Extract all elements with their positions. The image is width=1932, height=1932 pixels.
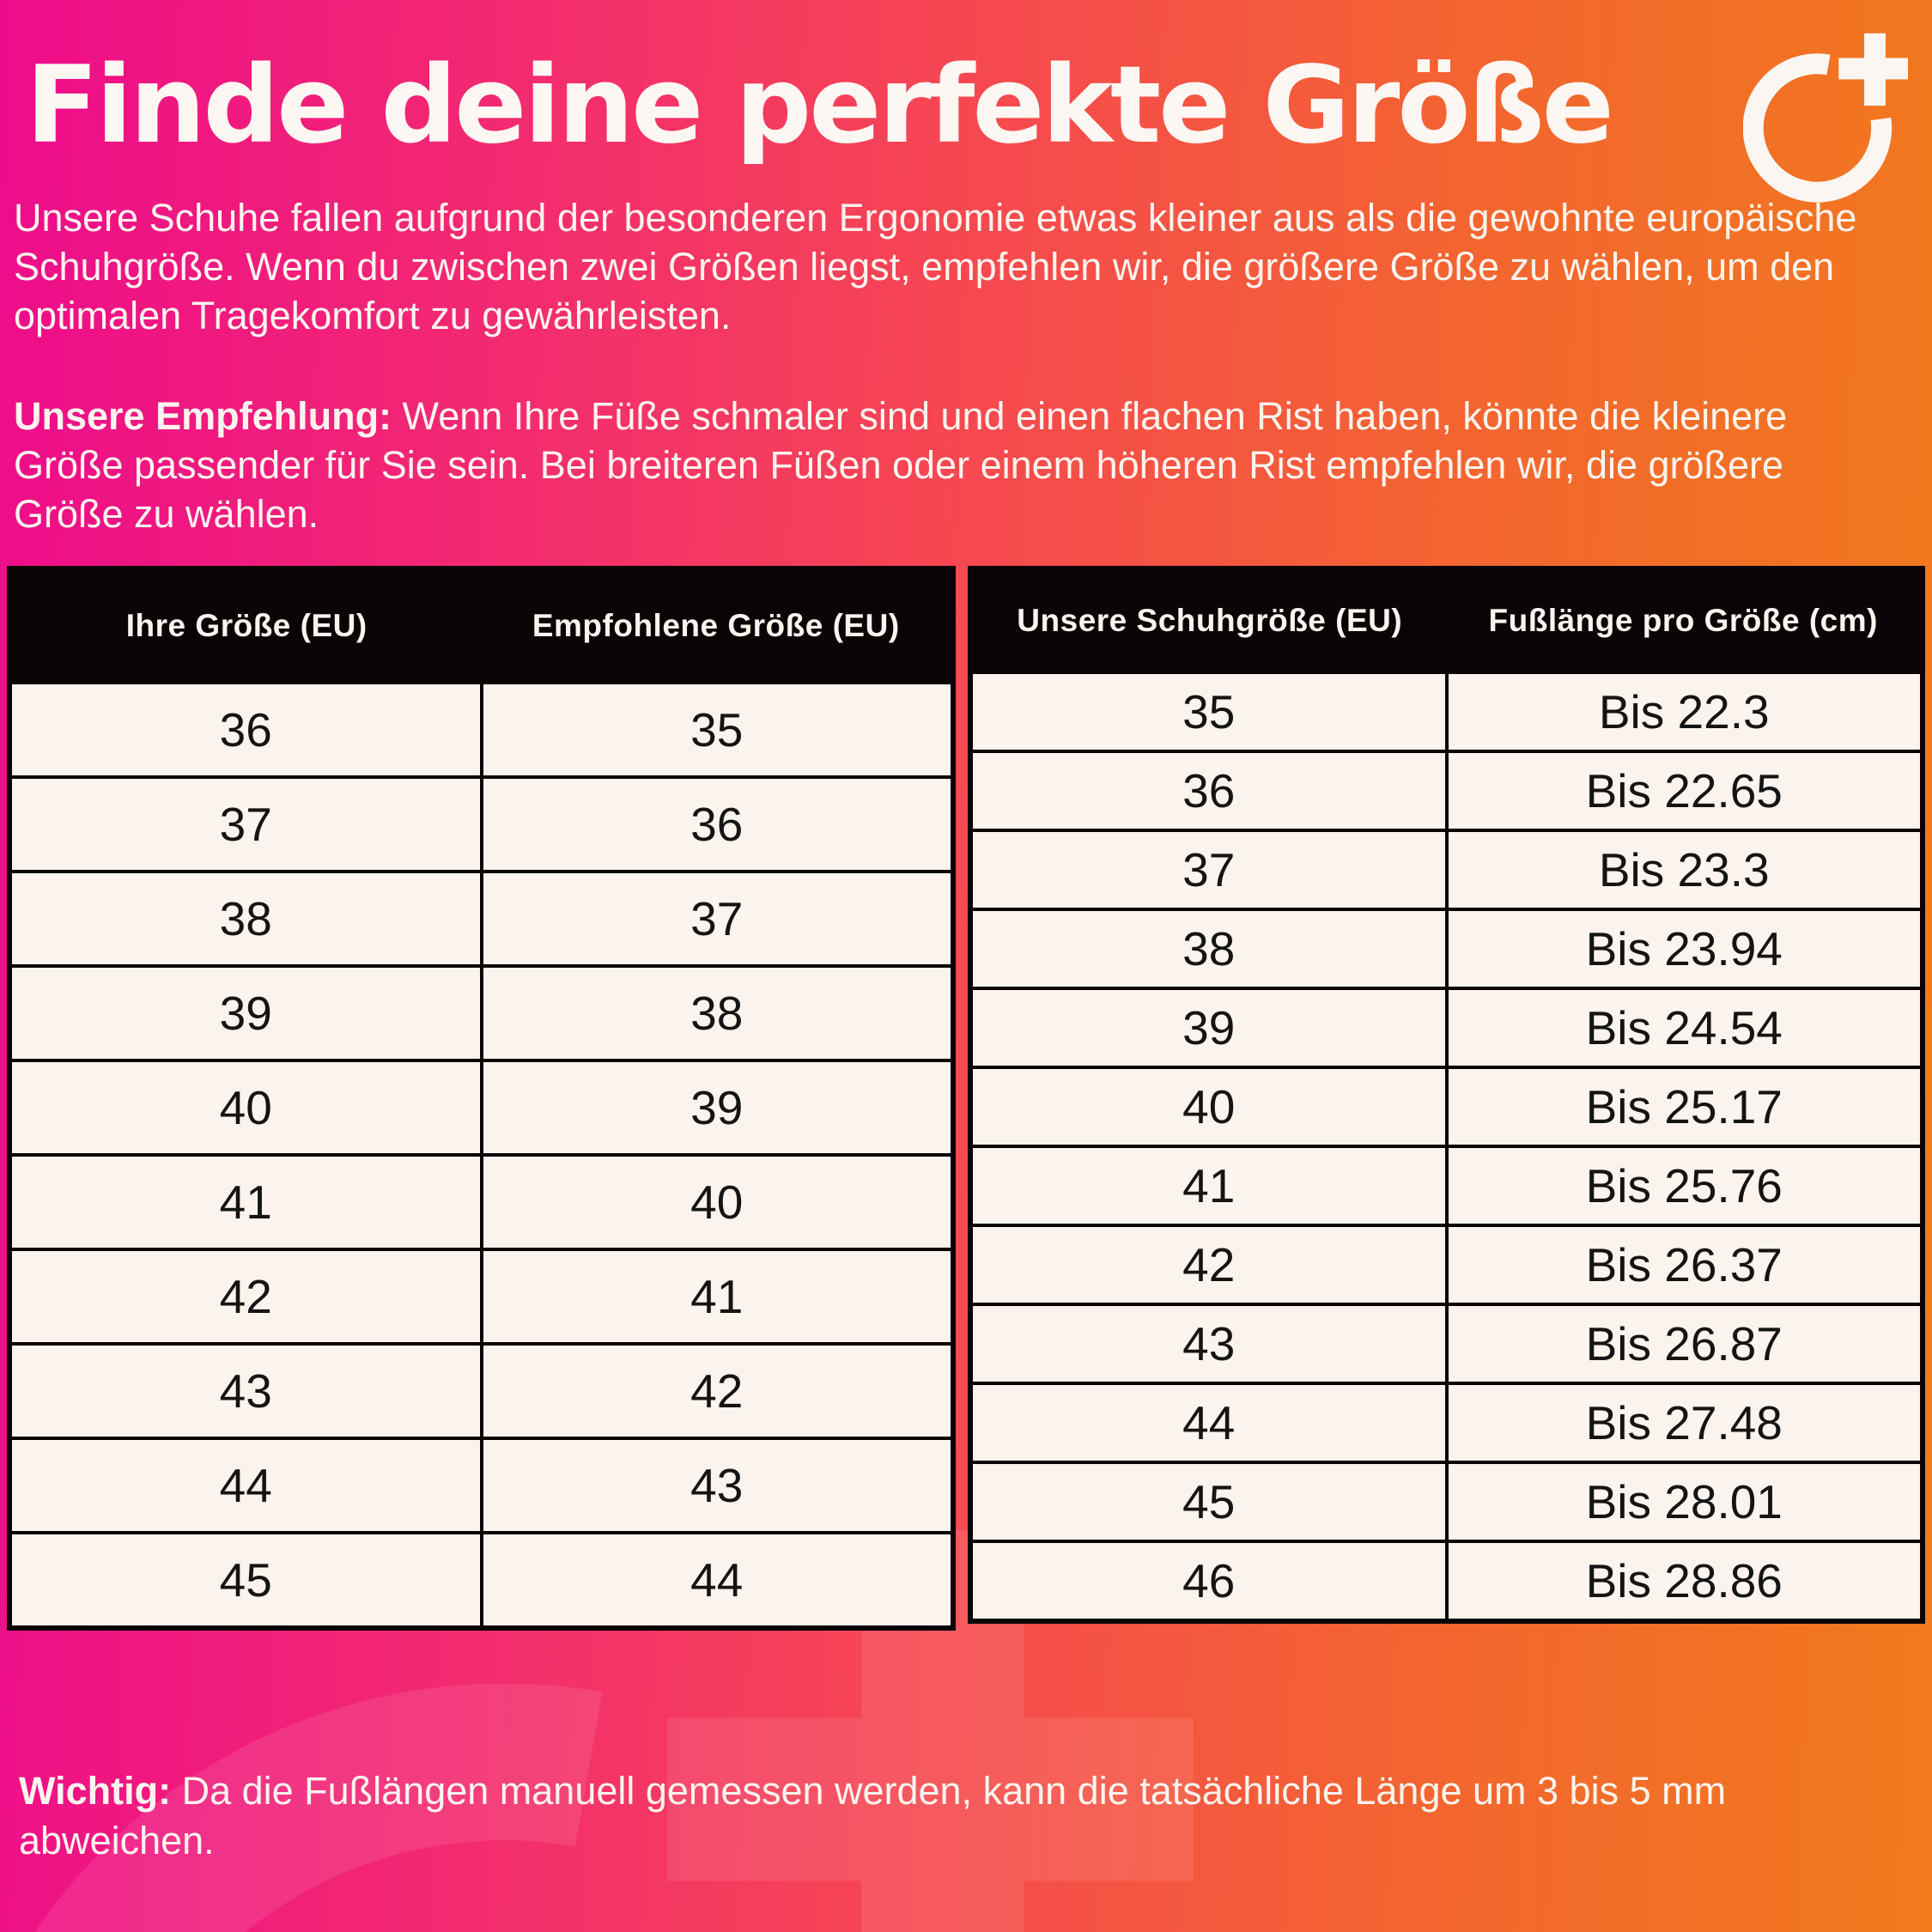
tables-section: Ihre Größe (EU) Empfohlene Größe (EU) 36… [0, 566, 1932, 1631]
table-row: 38 37 [8, 870, 955, 969]
table-cell: Bis 26.37 [1444, 1224, 1924, 1307]
table-row: 44 43 [8, 1437, 955, 1535]
table-cell: Bis 26.87 [1444, 1303, 1924, 1386]
table-row: 46 Bis 28.86 [969, 1540, 1924, 1624]
table-row: 45 Bis 28.01 [969, 1461, 1924, 1544]
table-cell: Bis 22.3 [1444, 671, 1924, 754]
length-table-body: 35 Bis 22.3 36 Bis 22.65 37 Bis 23.3 38 Bis 23.… [969, 671, 1924, 1624]
table-cell: 44 [479, 1531, 955, 1631]
table-cell: 41 [969, 1145, 1449, 1228]
table-cell: 36 [8, 681, 483, 780]
length-table-header: Unsere Schuhgröße (EU) Fußlänge pro Größ… [970, 568, 1923, 673]
size-table-header: Ihre Größe (EU) Empfohlene Größe (EU) [9, 568, 953, 683]
table-row: 43 Bis 26.87 [969, 1303, 1924, 1386]
table-row: 35 Bis 22.3 [969, 671, 1924, 754]
table-cell: 36 [969, 750, 1449, 833]
table-cell: 44 [8, 1437, 483, 1535]
table-row: 42 Bis 26.37 [969, 1224, 1924, 1307]
intro-paragraph: Unsere Schuhe fallen aufgrund der besond… [14, 195, 1857, 337]
table-cell: Bis 23.94 [1444, 908, 1924, 991]
table-cell: 37 [479, 870, 955, 969]
table-row: 42 41 [8, 1248, 955, 1346]
table-row: 39 38 [8, 964, 955, 1063]
table-cell: Bis 25.17 [1444, 1066, 1924, 1149]
table-cell: 35 [969, 671, 1449, 754]
table-cell: 38 [8, 870, 483, 969]
table-cell: Bis 27.48 [1444, 1382, 1924, 1465]
table-cell: Bis 28.86 [1444, 1540, 1924, 1624]
brand-logo-icon [1743, 29, 1908, 206]
table-cell: 41 [8, 1153, 483, 1252]
table-cell: 39 [479, 1059, 955, 1157]
table-cell: Bis 28.01 [1444, 1461, 1924, 1544]
column-header-recommended-size: Empfohlene Größe (EU) [481, 568, 953, 683]
page-title: Finde deine perfekte Größe [26, 44, 1614, 167]
table-cell: 42 [479, 1342, 955, 1441]
foot-length-table: Unsere Schuhgröße (EU) Fußlänge pro Größ… [968, 566, 1925, 1625]
table-cell: 43 [969, 1303, 1449, 1386]
table-cell: Bis 23.3 [1444, 829, 1924, 912]
table-cell: 44 [969, 1382, 1449, 1465]
table-row: 39 Bis 24.54 [969, 987, 1924, 1070]
table-cell: Bis 25.76 [1444, 1145, 1924, 1228]
recommendation-text: Wenn Ihre Füße schmaler sind und einen f… [14, 394, 1788, 537]
important-text: Da die Fußlängen manuell gemessen werden… [19, 1769, 1727, 1862]
table-cell: Bis 24.54 [1444, 987, 1924, 1070]
table-row: 37 36 [8, 775, 955, 874]
table-cell: 46 [969, 1540, 1449, 1624]
table-cell: 39 [8, 964, 483, 1063]
table-cell: 40 [969, 1066, 1449, 1149]
table-cell: 40 [479, 1153, 955, 1252]
table-row: 36 35 [8, 681, 955, 780]
table-cell: 40 [8, 1059, 483, 1157]
table-cell: Bis 22.65 [1444, 750, 1924, 833]
table-cell: 43 [8, 1342, 483, 1441]
table-cell: 38 [479, 964, 955, 1063]
table-row: 44 Bis 27.48 [969, 1382, 1924, 1465]
table-row: 45 44 [8, 1531, 955, 1631]
table-cell: 37 [969, 829, 1449, 912]
recommendation-paragraph: Unsere Empfehlung: Wenn Ihre Füße schmal… [14, 392, 1886, 538]
table-cell: 38 [969, 908, 1449, 991]
table-cell: 41 [479, 1248, 955, 1346]
table-cell: 45 [969, 1461, 1449, 1544]
table-row: 38 Bis 23.94 [969, 908, 1924, 991]
table-row: 43 42 [8, 1342, 955, 1441]
recommendation-label: Unsere Empfehlung: [14, 394, 392, 439]
table-cell: 37 [8, 775, 483, 874]
table-cell: 42 [8, 1248, 483, 1346]
important-label: Wichtig: [19, 1769, 172, 1814]
column-header-your-size: Ihre Größe (EU) [9, 568, 482, 683]
table-row: 40 39 [8, 1059, 955, 1157]
brand-watermark-icon [0, 1529, 1194, 1932]
table-cell: 42 [969, 1224, 1449, 1307]
size-table-body: 36 35 37 36 38 37 39 38 40 39 41 40 42 41 43 42 44 43 45 44 [8, 681, 955, 1631]
table-cell: 45 [8, 1531, 483, 1631]
table-row: 41 Bis 25.76 [969, 1145, 1924, 1228]
important-note: Wichtig: Da die Fußlängen manuell gemess… [19, 1766, 1874, 1864]
table-cell: 35 [479, 681, 955, 780]
table-cell: 36 [479, 775, 955, 874]
size-conversion-table: Ihre Größe (EU) Empfohlene Größe (EU) 36… [7, 566, 956, 1631]
table-cell: 39 [969, 987, 1449, 1070]
table-row: 37 Bis 23.3 [969, 829, 1924, 912]
table-row: 40 Bis 25.17 [969, 1066, 1924, 1149]
column-header-foot-length: Fußlänge pro Größe (cm) [1446, 568, 1923, 673]
table-row: 41 40 [8, 1153, 955, 1252]
table-cell: 43 [479, 1437, 955, 1535]
column-header-shoe-size: Unsere Schuhgröße (EU) [970, 568, 1447, 673]
table-row: 36 Bis 22.65 [969, 750, 1924, 833]
